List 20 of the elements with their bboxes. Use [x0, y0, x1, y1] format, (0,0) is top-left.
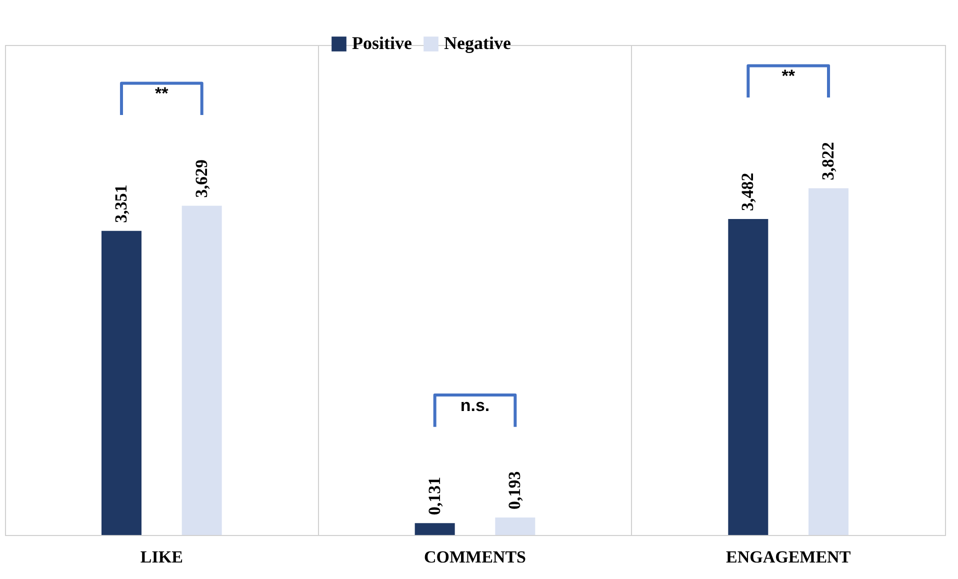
annotation: ** [155, 84, 169, 104]
legend-label: Negative [444, 33, 511, 53]
bar [101, 230, 142, 535]
data-label: 0,131 [424, 476, 444, 516]
legend-label: Positive [352, 33, 412, 53]
annotation: ** [782, 66, 796, 86]
data-label: 3,629 [192, 159, 211, 198]
bar [728, 219, 768, 535]
bar [182, 206, 222, 535]
bar [495, 517, 536, 535]
bar [808, 188, 849, 535]
x-tick-label: ENGAGEMENT [726, 548, 852, 566]
data-label: 3,351 [111, 184, 130, 223]
x-tick-label: LIKE [140, 548, 183, 566]
annotation: n.s. [460, 396, 490, 415]
x-tick-label: COMMENTS [424, 548, 526, 566]
data-label: 0,193 [505, 471, 524, 510]
bar [414, 523, 455, 535]
data-label: 3,482 [738, 172, 758, 212]
data-label: 3,822 [818, 142, 838, 180]
